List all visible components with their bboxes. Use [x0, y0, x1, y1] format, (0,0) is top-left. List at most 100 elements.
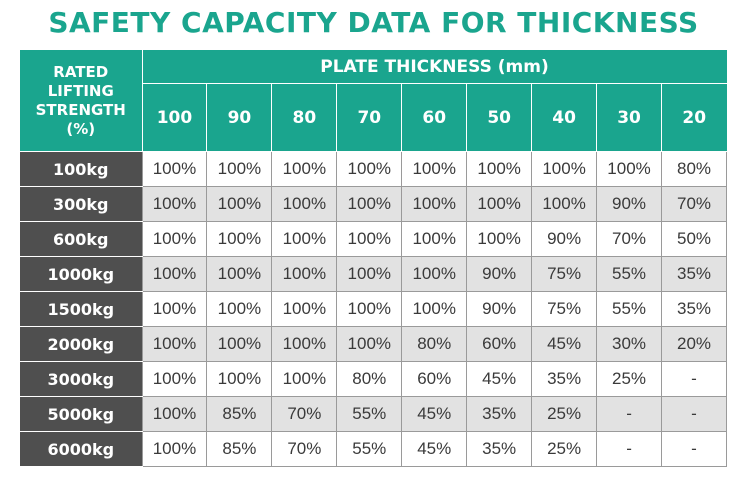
capacity-cell: 100%: [466, 186, 533, 222]
capacity-cell: 100%: [141, 326, 208, 362]
table-row: 100kg 100% 100% 100% 100% 100% 100% 100% 100% 80%: [20, 151, 727, 187]
capacity-cell: 100%: [336, 256, 403, 292]
capacity-cell: 100%: [596, 151, 662, 187]
capacity-cell: 100%: [271, 151, 338, 187]
row-label: 3000kg: [20, 361, 142, 397]
capacity-cell: 35%: [661, 291, 727, 327]
capacity-cell: 100%: [141, 431, 208, 467]
row-label: 5000kg: [20, 396, 142, 432]
table-row: 600kg 100% 100% 100% 100% 100% 100% 90% 70% 50%: [20, 221, 727, 257]
capacity-cell: 100%: [206, 221, 273, 257]
capacity-cell: 60%: [466, 326, 533, 362]
capacity-cell: 20%: [661, 326, 727, 362]
capacity-cell: 35%: [661, 256, 727, 292]
thickness-header: 40: [531, 83, 597, 152]
capacity-cell: 100%: [466, 221, 533, 257]
capacity-cell: 100%: [531, 151, 598, 187]
capacity-cell: 35%: [531, 361, 598, 397]
capacity-cell: 100%: [271, 361, 338, 397]
capacity-cell: 100%: [206, 186, 273, 222]
capacity-cell: 70%: [271, 396, 338, 432]
capacity-cell: 70%: [596, 221, 662, 257]
capacity-cell: 70%: [661, 186, 727, 222]
capacity-cell: 35%: [466, 396, 533, 432]
capacity-cell: -: [661, 361, 727, 397]
capacity-cell: 50%: [661, 221, 727, 257]
capacity-cell: 100%: [336, 186, 403, 222]
capacity-cell: -: [596, 396, 662, 432]
capacity-cell: 25%: [531, 396, 598, 432]
capacity-cell: 100%: [141, 396, 208, 432]
capacity-cell: 100%: [206, 256, 273, 292]
capacity-cell: 90%: [466, 256, 533, 292]
capacity-cell: 45%: [531, 326, 598, 362]
capacity-cell: 100%: [271, 291, 338, 327]
thickness-header: 50: [466, 83, 532, 152]
capacity-cell: 45%: [466, 361, 533, 397]
header-row-group: RATED LIFTING STRENGTH (%) PLATE THICKNE…: [20, 50, 727, 152]
table-row: 5000kg 100% 85% 70% 55% 45% 35% 25% - -: [20, 396, 727, 432]
table-row: 2000kg 100% 100% 100% 100% 80% 60% 45% 30% 20%: [20, 326, 727, 362]
capacity-cell: 100%: [141, 186, 208, 222]
thickness-header: 20: [661, 83, 727, 152]
capacity-cell: 55%: [336, 396, 403, 432]
capacity-cell: 75%: [531, 256, 598, 292]
capacity-cell: -: [661, 396, 727, 432]
capacity-cell: -: [661, 431, 727, 467]
row-label: 1500kg: [20, 291, 142, 327]
capacity-cell: 100%: [141, 361, 208, 397]
capacity-cell: 75%: [531, 291, 598, 327]
capacity-cell: 100%: [206, 326, 273, 362]
thickness-header: 100: [141, 83, 207, 152]
thickness-header: 30: [596, 83, 662, 152]
capacity-cell: 55%: [336, 431, 403, 467]
capacity-cell: 100%: [336, 151, 403, 187]
capacity-cell: 100%: [401, 151, 468, 187]
capacity-cell: 100%: [531, 186, 598, 222]
capacity-cell: 25%: [531, 431, 598, 467]
capacity-cell: 45%: [401, 396, 468, 432]
capacity-cell: 80%: [336, 361, 403, 397]
capacity-cell: 100%: [271, 256, 338, 292]
table-row: 300kg 100% 100% 100% 100% 100% 100% 100% 90% 70%: [20, 186, 727, 222]
capacity-cell: 100%: [336, 221, 403, 257]
thickness-header: 70: [336, 83, 402, 152]
plate-thickness-header: PLATE THICKNESS (mm): [142, 50, 727, 84]
row-label: 300kg: [20, 186, 142, 222]
capacity-cell: 80%: [401, 326, 468, 362]
capacity-cell: 90%: [466, 291, 533, 327]
table-row: 6000kg 100% 85% 70% 55% 45% 35% 25% - -: [20, 431, 727, 467]
capacity-cell: 80%: [661, 151, 727, 187]
capacity-cell: 90%: [531, 221, 598, 257]
capacity-cell: 100%: [336, 326, 403, 362]
capacity-cell: 100%: [401, 221, 468, 257]
corner-line: LIFTING: [47, 81, 114, 100]
capacity-cell: 100%: [141, 151, 208, 187]
table-row: 1000kg 100% 100% 100% 100% 100% 90% 75% 55% 35%: [20, 256, 727, 292]
row-label: 100kg: [20, 151, 142, 187]
table-body: 100kg 100% 100% 100% 100% 100% 100% 100% 100% 80%…: [20, 151, 727, 467]
capacity-cell: 30%: [596, 326, 662, 362]
capacity-cell: 90%: [596, 186, 662, 222]
row-label: 2000kg: [20, 326, 142, 362]
capacity-cell: 100%: [206, 361, 273, 397]
capacity-cell: 100%: [401, 186, 468, 222]
capacity-cell: 100%: [271, 326, 338, 362]
row-label: 1000kg: [20, 256, 142, 292]
capacity-cell: 85%: [206, 431, 273, 467]
capacity-cell: 60%: [401, 361, 468, 397]
capacity-table: RATED LIFTING STRENGTH (%) PLATE THICKNE…: [20, 50, 727, 467]
corner-line: RATED: [53, 62, 109, 81]
capacity-cell: 100%: [141, 291, 208, 327]
capacity-cell: 35%: [466, 431, 533, 467]
capacity-cell: 100%: [271, 186, 338, 222]
corner-line: (%): [66, 119, 96, 138]
capacity-cell: 70%: [271, 431, 338, 467]
corner-header: RATED LIFTING STRENGTH (%): [20, 50, 143, 152]
table-row: 3000kg 100% 100% 100% 80% 60% 45% 35% 25% -: [20, 361, 727, 397]
page-title: SAFETY CAPACITY DATA FOR THICKNESS: [48, 6, 699, 39]
row-label: 600kg: [20, 221, 142, 257]
thickness-header: 80: [271, 83, 337, 152]
capacity-cell: 25%: [596, 361, 662, 397]
thickness-header: 90: [206, 83, 272, 152]
